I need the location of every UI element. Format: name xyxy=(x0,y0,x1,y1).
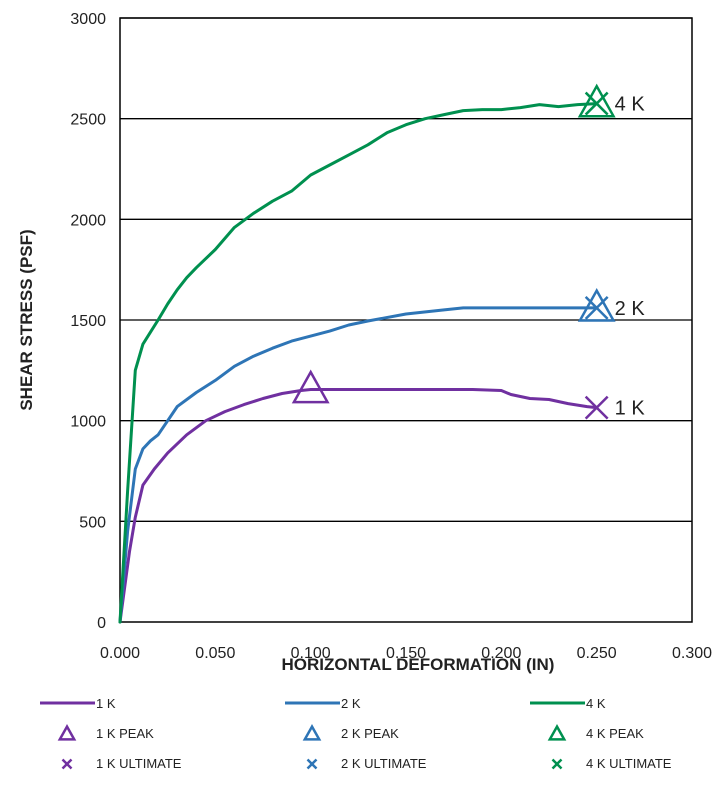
legend-entry-label: 2 K xyxy=(341,696,361,711)
ultimate-marker-2k-stroke xyxy=(584,296,609,320)
y-tick-label: 1500 xyxy=(70,313,106,330)
legend-entry-label: 1 K xyxy=(96,696,116,711)
ultimate-marker-2k xyxy=(584,296,609,320)
legend-entry-label: 4 K PEAK xyxy=(586,726,644,741)
series-line-1k xyxy=(118,388,599,624)
legend-ultimate-x-icon-stroke xyxy=(306,758,318,770)
point-markers xyxy=(291,83,616,420)
end-labels: 1 K 2 K 4 K xyxy=(615,94,646,420)
legend-ultimate-x-icon xyxy=(551,758,563,770)
x-tick-label: 0.250 xyxy=(577,645,617,662)
y-tick-label: 3000 xyxy=(70,11,106,28)
legend-entry-label: 4 K ULTIMATE xyxy=(586,756,672,771)
legend-entry-label: 4 K xyxy=(586,696,606,711)
end-label-1k: 1 K xyxy=(615,398,646,420)
y-tick-label: 2000 xyxy=(70,212,106,229)
y-tick-label: 0 xyxy=(97,615,106,632)
x-tick-label: 0.200 xyxy=(481,645,521,662)
legend-peak-triangle-icon xyxy=(302,724,322,741)
legend-ultimate-x-icon xyxy=(306,758,318,770)
series-lines xyxy=(118,102,599,624)
y-tick-label: 1000 xyxy=(70,414,106,431)
legend-ultimate-x-icon xyxy=(61,758,73,770)
legend-entry-label: 1 K PEAK xyxy=(96,726,154,741)
series-line-2k xyxy=(118,306,599,624)
ultimate-marker-1k-stroke xyxy=(584,395,609,420)
ultimate-marker-4k-stroke xyxy=(584,91,609,116)
y-tick-label: 2500 xyxy=(70,112,106,129)
end-label-2k: 2 K xyxy=(615,298,646,320)
legend: 1 K 2 K 4 K 1 K PEAK 2 K PEAK 4 K PEAK 1 K ULT… xyxy=(40,696,672,771)
y-axis-label: SHEAR STRESS (PSF) xyxy=(17,229,36,410)
ultimate-marker-1k xyxy=(584,395,609,420)
legend-entry-label: 2 K PEAK xyxy=(341,726,399,741)
x-tick-label: 0.100 xyxy=(291,645,331,662)
series-line-4k xyxy=(118,102,599,624)
x-tick-label: 0.000 xyxy=(100,645,140,662)
y-tick-label: 500 xyxy=(79,514,106,531)
x-tick-label: 0.150 xyxy=(386,645,426,662)
end-label-4k: 4 K xyxy=(615,94,646,116)
legend-ultimate-x-icon-stroke xyxy=(61,758,73,770)
legend-entry-label: 1 K ULTIMATE xyxy=(96,756,182,771)
plot-area-frame xyxy=(119,17,693,623)
legend-entry-label: 2 K ULTIMATE xyxy=(341,756,427,771)
peak-marker-2k xyxy=(577,288,616,322)
legend-peak-triangle-icon xyxy=(547,724,567,741)
legend-peak-triangle-icon xyxy=(57,724,77,741)
legend-ultimate-x-icon-stroke xyxy=(551,758,563,770)
ultimate-marker-4k xyxy=(584,91,609,116)
x-tick-label: 0.050 xyxy=(195,645,235,662)
peak-marker-1k xyxy=(291,369,330,404)
axes: 0 500 1000 1500 2000 2500 3000 0.000 0.050 0.100 0… xyxy=(70,11,712,662)
x-axis-label: HORIZONTAL DEFORMATION (IN) xyxy=(282,655,555,674)
peak-marker-4k xyxy=(577,83,616,118)
x-tick-label: 0.300 xyxy=(672,645,712,662)
